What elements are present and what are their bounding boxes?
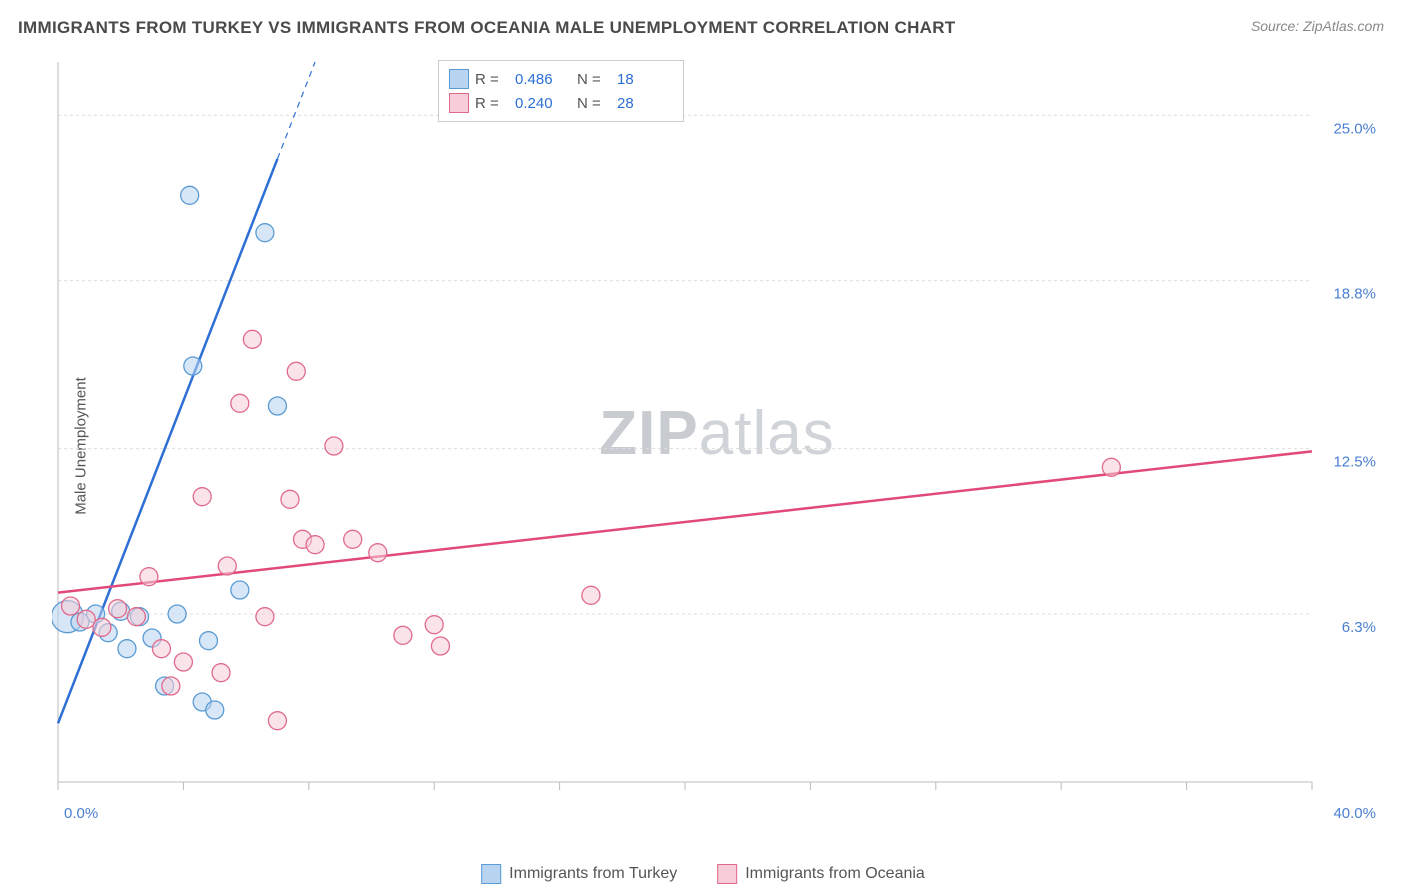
data-point-oceania (174, 653, 192, 671)
n-label: N = (577, 71, 611, 88)
x-min-label: 0.0% (64, 805, 98, 822)
data-point-turkey (168, 605, 186, 623)
y-tick-label: 6.3% (1342, 619, 1376, 636)
chart-title: IMMIGRANTS FROM TURKEY VS IMMIGRANTS FRO… (18, 18, 956, 38)
legend-item: Immigrants from Oceania (717, 864, 925, 884)
r-value: 0.486 (515, 71, 571, 88)
data-point-oceania (306, 536, 324, 554)
legend-swatch (481, 864, 501, 884)
n-value: 18 (617, 71, 673, 88)
data-point-oceania (218, 557, 236, 575)
trend-line-oceania (58, 451, 1312, 592)
data-point-oceania (256, 608, 274, 626)
legend-label: Immigrants from Oceania (745, 865, 925, 883)
data-point-oceania (325, 437, 343, 455)
data-point-oceania (162, 677, 180, 695)
data-point-oceania (425, 616, 443, 634)
y-tick-label: 12.5% (1333, 454, 1376, 471)
legend-swatch (449, 69, 469, 89)
data-point-oceania (1102, 458, 1120, 476)
data-point-oceania (127, 608, 145, 626)
data-point-oceania (109, 600, 127, 618)
trend-line-turkey-dashed (277, 62, 315, 159)
data-point-turkey (199, 632, 217, 650)
r-label: R = (475, 71, 509, 88)
data-point-oceania (268, 712, 286, 730)
chart-area: ZIPatlas 6.3%12.5%18.8%25.0%0.0%40.0% (52, 52, 1382, 822)
n-value: 28 (617, 95, 673, 112)
data-point-oceania (93, 618, 111, 636)
r-value: 0.240 (515, 95, 571, 112)
legend-swatch (449, 93, 469, 113)
x-max-label: 40.0% (1333, 805, 1376, 822)
y-tick-label: 25.0% (1333, 120, 1376, 137)
scatter-plot: 6.3% 12.5% 18.8% 25.0% 0.0% 40.0% (52, 52, 1382, 822)
series-legend: Immigrants from Turkey Immigrants from Oc… (481, 864, 925, 884)
data-point-oceania (287, 362, 305, 380)
data-point-oceania (369, 544, 387, 562)
data-point-turkey (181, 186, 199, 204)
source-attribution: Source: ZipAtlas.com (1251, 18, 1384, 34)
legend-label: Immigrants from Turkey (509, 865, 677, 883)
legend-item: Immigrants from Turkey (481, 864, 677, 884)
data-point-oceania (344, 530, 362, 548)
r-label: R = (475, 95, 509, 112)
data-point-turkey (206, 701, 224, 719)
source-name: ZipAtlas.com (1303, 18, 1384, 34)
data-point-oceania (394, 626, 412, 644)
data-point-turkey (231, 581, 249, 599)
data-point-oceania (231, 394, 249, 412)
data-point-oceania (212, 664, 230, 682)
y-tick-label: 18.8% (1333, 286, 1376, 303)
data-point-oceania (193, 488, 211, 506)
data-point-oceania (152, 640, 170, 658)
data-point-oceania (582, 586, 600, 604)
legend-swatch (717, 864, 737, 884)
data-point-oceania (431, 637, 449, 655)
data-point-turkey (184, 357, 202, 375)
n-label: N = (577, 95, 611, 112)
data-point-oceania (140, 568, 158, 586)
correlation-legend: R = 0.486 N = 18 R = 0.240 N = 28 (438, 60, 684, 122)
data-point-oceania (243, 330, 261, 348)
source-prefix: Source: (1251, 18, 1303, 34)
data-point-turkey (268, 397, 286, 415)
data-point-oceania (62, 597, 80, 615)
trend-line-turkey (58, 159, 277, 724)
data-point-turkey (118, 640, 136, 658)
data-point-turkey (256, 224, 274, 242)
correlation-row: R = 0.486 N = 18 (449, 67, 673, 91)
data-point-oceania (281, 490, 299, 508)
correlation-row: R = 0.240 N = 28 (449, 91, 673, 115)
